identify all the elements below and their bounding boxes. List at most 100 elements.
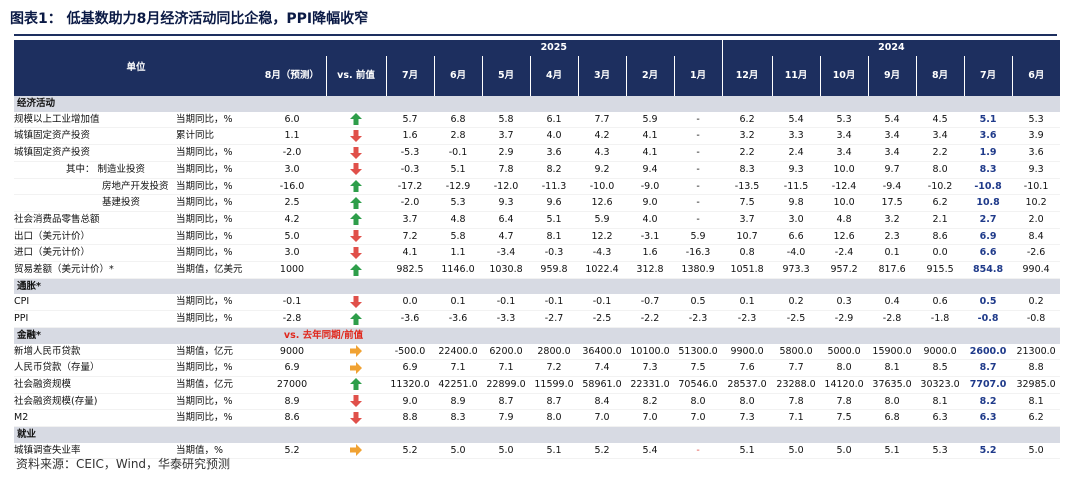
data-cell: 4.3 bbox=[578, 144, 627, 162]
arrow-up-icon bbox=[350, 312, 363, 325]
data-cell: -2.0 bbox=[386, 194, 435, 212]
data-cell: 3.4 bbox=[916, 127, 965, 146]
data-cell: 7.9 bbox=[482, 409, 531, 428]
data-cell: 9.3 bbox=[1012, 161, 1061, 179]
data-cell: 2.2 bbox=[916, 144, 965, 162]
data-cell: 7.8 bbox=[820, 393, 869, 411]
data-cell: -13.5 bbox=[722, 178, 773, 196]
table-row: M2 当期同比，% 8.6 8.8 8.3 7.9 8.0 7.0 7.0 7.0 7.3 7.1 7.… bbox=[14, 409, 1061, 428]
data-cell: 1.6 bbox=[626, 244, 675, 263]
row-unit: 当期同比，% bbox=[176, 211, 259, 229]
data-cell: 2600.0 bbox=[964, 343, 1013, 361]
arrow-up-icon bbox=[350, 180, 363, 193]
data-cell: 5.9 bbox=[674, 228, 723, 246]
data-cell: 5.0 bbox=[1012, 442, 1061, 460]
data-cell: 9.7 bbox=[868, 161, 917, 179]
data-cell: 3.6 bbox=[964, 127, 1013, 146]
arrow-down-icon bbox=[350, 163, 363, 176]
trend-cell bbox=[326, 127, 387, 146]
data-cell: 8.0 bbox=[674, 393, 723, 411]
trend-cell bbox=[326, 211, 387, 229]
data-cell: - bbox=[674, 178, 723, 196]
data-cell: 7.2 bbox=[530, 359, 579, 377]
data-cell: 5.7 bbox=[386, 111, 435, 129]
row-unit: 当期同比，% bbox=[176, 294, 259, 312]
data-cell: 30323.0 bbox=[916, 376, 965, 394]
finance-compare-note: vs. 去年同期/前值 bbox=[258, 327, 387, 344]
data-cell: 5.2 bbox=[578, 442, 627, 460]
forecast-value: 1000 bbox=[258, 261, 327, 279]
data-cell: 5.0 bbox=[434, 442, 483, 460]
data-cell: 11599.0 bbox=[530, 376, 579, 394]
data-cell: 312.8 bbox=[626, 261, 675, 279]
row-unit: 当期同比，% bbox=[176, 161, 259, 179]
data-cell: 36400.0 bbox=[578, 343, 627, 361]
data-cell: 6200.0 bbox=[482, 343, 531, 361]
data-cell: 3.4 bbox=[820, 144, 869, 162]
row-unit: 当期同比，% bbox=[176, 244, 259, 263]
data-cell: - bbox=[674, 127, 723, 146]
data-cell: 8.3 bbox=[434, 409, 483, 428]
arrow-down-icon bbox=[350, 246, 363, 259]
data-cell: 5.4 bbox=[772, 111, 821, 129]
forecast-value: 5.2 bbox=[258, 442, 327, 460]
data-cell: - bbox=[674, 161, 723, 179]
data-cell: -12.4 bbox=[820, 178, 869, 196]
data-cell: -17.2 bbox=[386, 178, 435, 196]
data-cell: 8.1 bbox=[868, 359, 917, 377]
data-cell: 7.5 bbox=[674, 359, 723, 377]
data-cell: 7.5 bbox=[820, 409, 869, 428]
source-note: 资料来源：CEIC，Wind，华泰研究预测 bbox=[16, 457, 231, 471]
data-cell: 7.1 bbox=[434, 359, 483, 377]
arrow-down-icon bbox=[350, 146, 363, 159]
data-cell: 12.6 bbox=[820, 228, 869, 246]
data-cell: 8.3 bbox=[964, 161, 1013, 179]
data-cell: 7.1 bbox=[772, 409, 821, 428]
data-cell: 2.0 bbox=[1012, 211, 1061, 229]
row-unit: 当期同比，% bbox=[176, 409, 259, 428]
data-cell: 1051.8 bbox=[722, 261, 773, 279]
data-cell: 6.2 bbox=[1012, 409, 1061, 428]
row-unit: 当期同比，% bbox=[176, 310, 259, 328]
row-label: 人民币贷款（存量） bbox=[14, 359, 176, 377]
data-cell: 8.8 bbox=[386, 409, 435, 428]
data-cell: 5000.0 bbox=[820, 343, 869, 361]
data-cell: 22899.0 bbox=[482, 376, 531, 394]
data-cell: 3.4 bbox=[868, 127, 917, 146]
data-cell: 973.3 bbox=[772, 261, 821, 279]
data-cell: -0.8 bbox=[964, 310, 1013, 328]
data-cell: - bbox=[674, 194, 723, 212]
data-cell: 5.9 bbox=[578, 211, 627, 229]
data-cell: -2.5 bbox=[578, 310, 627, 328]
data-cell: 957.2 bbox=[820, 261, 869, 279]
column-header: 7月 bbox=[385, 56, 435, 96]
arrow-right-icon bbox=[350, 345, 363, 358]
data-cell: 8.1 bbox=[1012, 393, 1061, 411]
forecast-value: 8.9 bbox=[258, 393, 327, 411]
data-cell: 7707.0 bbox=[964, 376, 1013, 394]
data-cell: 22400.0 bbox=[434, 343, 483, 361]
data-cell: 5.8 bbox=[482, 111, 531, 129]
forecast-value: -2.0 bbox=[258, 144, 327, 162]
data-cell: -3.6 bbox=[386, 310, 435, 328]
data-cell: 6.6 bbox=[772, 228, 821, 246]
data-cell: 0.5 bbox=[964, 294, 1013, 312]
table-row: 社会消费品零售总额 当期同比，% 4.2 3.7 4.8 6.4 5.1 5.9 4.0-3.7… bbox=[14, 211, 1061, 229]
data-cell: 9.0 bbox=[386, 393, 435, 411]
section-filler bbox=[258, 426, 1061, 443]
arrow-up-icon bbox=[350, 196, 363, 209]
row-unit: 当期同比，% bbox=[176, 111, 259, 129]
data-cell: -10.2 bbox=[916, 178, 965, 196]
data-cell: 14120.0 bbox=[820, 376, 869, 394]
column-header: vs. 前值 bbox=[325, 56, 387, 96]
data-cell: 8.4 bbox=[578, 393, 627, 411]
row-label: 其中： 制造业投资 bbox=[14, 161, 176, 179]
column-header: 12月 bbox=[721, 56, 773, 96]
data-cell: 0.1 bbox=[868, 244, 917, 263]
data-cell: 9.0 bbox=[626, 194, 675, 212]
data-cell: -2.7 bbox=[530, 310, 579, 328]
data-cell: 0.8 bbox=[722, 244, 773, 263]
data-cell: 7.1 bbox=[482, 359, 531, 377]
data-cell: 0.0 bbox=[386, 294, 435, 312]
table-row: 规模以上工业增加值 当期同比，% 6.0 5.7 6.8 5.8 6.1 7.7 5.9-6.2… bbox=[14, 111, 1061, 129]
